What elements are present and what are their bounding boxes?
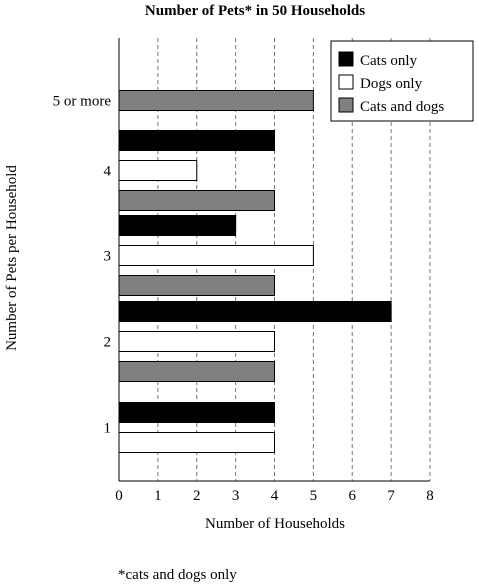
- footnote: *cats and dogs only: [118, 567, 237, 583]
- legend-box: [330, 40, 474, 122]
- y-category-label: 5 or more: [53, 94, 112, 110]
- legend-swatch: [338, 74, 354, 90]
- legend-swatch: [338, 51, 354, 67]
- y-category-label: 1: [104, 421, 112, 437]
- legend-label: Cats only: [360, 53, 418, 69]
- bar-dogs-only: [118, 245, 314, 266]
- legend-label: Cats and dogs: [360, 99, 444, 115]
- y-category-labels: 1 2 3 4 5 or more: [53, 94, 112, 437]
- x-tick-label: 3: [232, 488, 240, 504]
- bar-cats-and-dogs: [118, 275, 275, 296]
- bar-dogs-only: [118, 160, 198, 181]
- x-tick-label: 8: [426, 488, 434, 504]
- x-tick-label: 6: [349, 488, 357, 504]
- bar-cats-and-dogs: [118, 190, 275, 211]
- x-tick-label: 2: [193, 488, 201, 504]
- x-tick-label: 1: [154, 488, 162, 504]
- bar-cats-only: [118, 130, 275, 151]
- bar-cats-only: [118, 402, 275, 423]
- bar-cats-only: [118, 215, 237, 236]
- x-tick-label: 0: [115, 488, 123, 504]
- x-tick-label: 5: [310, 488, 318, 504]
- legend-swatch: [338, 97, 354, 113]
- bar-cats-and-dogs: [118, 361, 275, 382]
- y-axis-label: Number of Pets per Household: [4, 165, 20, 351]
- x-axis-label: Number of Households: [205, 516, 345, 532]
- y-category-label: 3: [104, 249, 112, 265]
- x-tick-labels: 0 1 2 3 4 5 6 7 8: [115, 488, 434, 504]
- chart-title: Number of Pets* in 50 Households: [145, 3, 365, 19]
- bars: [118, 90, 392, 453]
- bar-dogs-only: [118, 331, 275, 352]
- legend: Cats only Dogs only Cats and dogs: [330, 40, 474, 122]
- bar-cats-only: [118, 301, 392, 322]
- bar-cats-and-dogs: [118, 90, 314, 111]
- x-tick-label: 7: [387, 488, 395, 504]
- legend-label: Dogs only: [360, 76, 423, 92]
- bar-dogs-only: [118, 432, 275, 453]
- y-category-label: 2: [104, 335, 112, 351]
- x-tick-label: 4: [271, 488, 279, 504]
- y-category-label: 4: [104, 164, 112, 180]
